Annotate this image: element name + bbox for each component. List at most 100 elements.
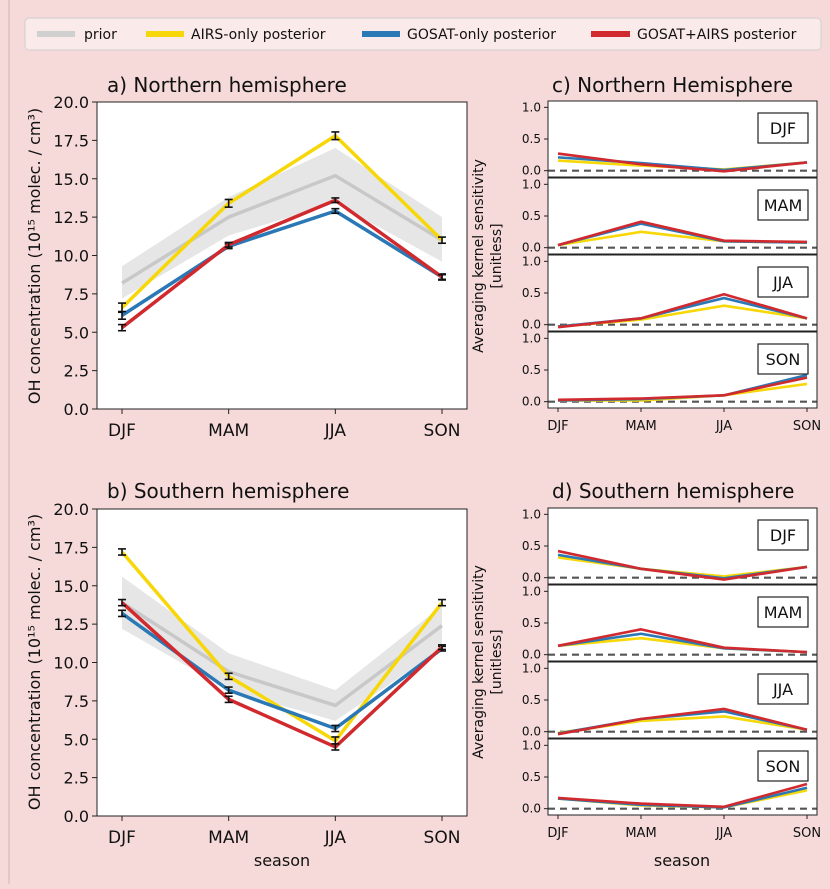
panel-b-title: b) Southern hemisphere [107,479,349,503]
legend-entry-combined: GOSAT+AIRS posterior [591,27,797,43]
panel-c-row-0-label: DJF [770,119,796,138]
panel-c-row-3-ytick-label-0: 0.0 [522,395,541,409]
panel-c-row-3-ytick-label-1: 0.5 [522,363,541,377]
panel-b-xlabel: season [254,851,310,870]
legend-entry-airs: AIRS-only posterior [146,27,326,43]
panel-b-xtick-label-3: SON [424,828,461,848]
panel-c-row-jja: JJA 0.0 0.5 1.0 [522,254,818,332]
panel-c-row-0-series-2-line [557,152,808,173]
panel-a-ytick-label-3: 7.5 [64,285,89,304]
panel-d-title: d) Southern hemisphere [552,479,794,503]
panel-a-prior-band [122,148,442,299]
panel-d-row-1-label-box [757,596,809,628]
panel-d-row-3-label-box [757,750,809,782]
panel-a-ytick-label-4: 10.0 [53,247,89,266]
panel-c-row-3-series-2-line [557,376,808,402]
panel-d-row-2-ytick-label-0: 0.0 [522,725,541,739]
panel-c-xtick-label-3: SON [793,419,821,434]
panel-b-ytick-label-3: 7.5 [64,692,89,711]
panel-d-xlabel: season [654,851,710,870]
panel-c-title: c) Northern Hemisphere [552,73,793,97]
panel-a: 0.0 2.5 5.0 7.5 10.0 12.5 15.0 17.5 20.0 DJF MAM JJ… [53,93,468,441]
panel-c-row-2-label: JJA [772,273,793,292]
plot-area: 0.0 2.5 5.0 7.5 10.0 12.5 15.0 17.5 20.0 DJF MAM JJ… [53,93,821,848]
panel-d-row-0-label: DJF [770,526,796,545]
panel-c-row-1-ytick-label-2: 1.0 [522,177,541,191]
panel-d-row-1-ytick-label-1: 0.5 [522,616,541,630]
panel-d-xtick-label-1: MAM [625,826,656,841]
panel-d-row-0-label-box [757,519,809,551]
panel-b-series-2-line [120,601,444,749]
panel-c-row-2-label-box [757,266,809,298]
panel-d-row-3-label: SON [766,757,801,776]
panel-b-xtick-label-0: DJF [108,828,136,848]
panel-d-row-2-ytick-label-2: 1.0 [522,661,541,675]
panel-d-row-mam: MAM 0.0 0.5 1.0 [522,584,818,662]
panel-a-ytick-label-2: 5.0 [64,323,89,342]
panel-c-ylabel-units: [unitless] [489,223,505,288]
panel-c-row-1-label: MAM [764,196,803,215]
panel-d-row-3-ytick-label-2: 1.0 [522,738,541,752]
panel-c-xtick-label-1: MAM [625,419,656,434]
panel-a-series-1-line [121,209,443,317]
panel-d-row-1-label: MAM [764,603,803,622]
panel-a-ytick-label-0: 0.0 [64,400,89,419]
panel-c-ylabel: Averaging kernel sensitivity [471,159,487,353]
panel-d-row-3-series-2-line [557,782,808,809]
panel-b-ylabel: OH concentration (10¹⁵ molec. / cm³) [25,514,44,810]
panel-d: DJF 0.0 0.5 1.0 MAM 0.0 0.5 1.0 JJA 0.0 0.5 1.0 SON 0… [522,507,821,841]
legend-label-airs: AIRS-only posterior [191,27,326,43]
legend-box [24,17,822,51]
panel-c-row-1-series-2-line [557,220,808,247]
panel-c-row-son: SON 0.0 0.5 1.0 [522,331,818,409]
panel-a-ytick-label-7: 17.5 [53,131,89,150]
panel-d-ylabel: Averaging kernel sensitivity [471,565,487,759]
panel-d-row-1-ytick-label-2: 1.0 [522,584,541,598]
panel-d-row-2-series-2-line [557,707,808,736]
legend-entry-gosat: GOSAT-only posterior [362,27,556,43]
panel-b: 0.0 2.5 5.0 7.5 10.0 12.5 15.0 17.5 20.0 DJF MAM JJ… [53,500,468,848]
panel-c-row-3-ytick-label-2: 1.0 [522,331,541,345]
panel-d-row-0-ytick-label-2: 1.0 [522,507,541,521]
panel-c-row-3-label: SON [766,350,801,369]
panel-a-series-0-line [120,134,444,309]
panel-c-row-0-label-box [757,112,809,144]
panel-b-ytick-label-7: 17.5 [53,538,89,557]
panel-c-xtick-label-0: DJF [547,419,568,434]
panel-b-xtick-label-2: JJA [324,828,347,848]
panel-b-ytick-label-5: 12.5 [53,615,89,634]
panel-c-row-mam: MAM 0.0 0.5 1.0 [522,177,818,255]
panel-a-xtick-label-1: MAM [208,421,249,441]
panel-d-xtick-label-0: DJF [547,826,568,841]
legend-label-prior: prior [84,27,117,43]
panel-d-row-jja: JJA 0.0 0.5 1.0 [522,661,818,739]
legend-label-combined: GOSAT+AIRS posterior [637,27,797,43]
panel-d-row-0-series-2-line [557,549,808,581]
panel-a-ytick-label-6: 15.0 [53,170,89,189]
panel-c-row-1-label-box [757,189,809,221]
legend: prior AIRS-only posterior GOSAT-only pos… [24,17,822,51]
legend-entry-prior: prior [37,27,117,43]
panel-d-row-2-ytick-label-1: 0.5 [522,693,541,707]
panel-d-row-2-label-box [757,673,809,705]
panel-d-ylabel-units: [unitless] [489,629,505,694]
panel-d-row-1-ytick-label-0: 0.0 [522,648,541,662]
panel-a-series-2-line [120,198,444,330]
panel-b-ytick-label-2: 5.0 [64,730,89,749]
panel-c-row-3-label-box [757,343,809,375]
panel-c-row-0-ytick-label-2: 1.0 [522,100,541,114]
panel-c-row-0-ytick-label-1: 0.5 [522,132,541,146]
panel-d-row-3-ytick-label-1: 0.5 [522,770,541,784]
panel-b-prior-line [121,601,444,708]
panel-d-xtick-label-2: JJA [715,826,732,841]
panel-c-row-1-ytick-label-0: 0.0 [522,241,541,255]
panel-d-row-djf: DJF 0.0 0.5 1.0 [522,507,818,585]
panel-b-ytick-label-6: 15.0 [53,577,89,596]
panel-d-row-2-label: JJA [772,680,793,699]
panel-a-xtick-label-2: JJA [324,421,347,441]
panel-c-row-0-ytick-label-0: 0.0 [522,164,541,178]
panel-b-ytick-label-0: 0.0 [64,807,89,826]
panel-c-row-2-series-2-line [557,292,808,329]
panel-c-row-2-ytick-label-1: 0.5 [522,286,541,300]
